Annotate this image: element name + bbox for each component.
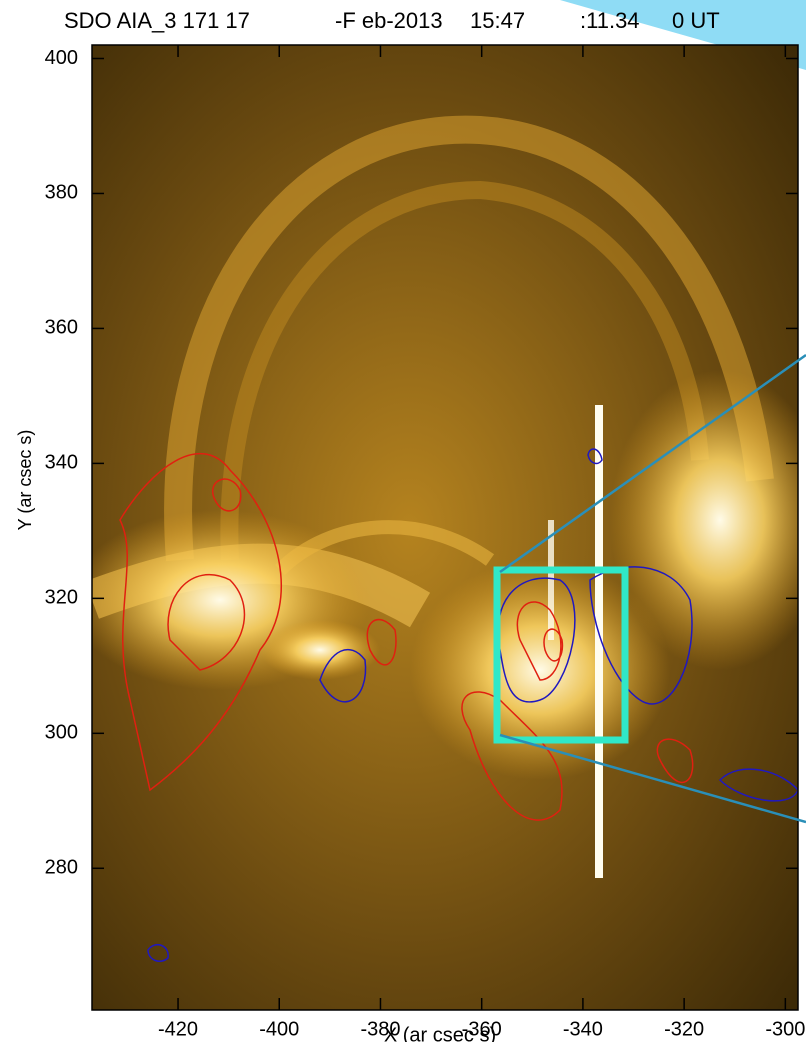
solar-image bbox=[70, 45, 806, 1010]
y-tick-label: 400 bbox=[45, 47, 78, 69]
x-tick-label: -320 bbox=[664, 1018, 704, 1040]
chart: Y (ar csec s) X (ar csec s) SDO AIA_3 17… bbox=[0, 0, 806, 1042]
x-tick-label: -420 bbox=[158, 1018, 198, 1040]
y-tick-label: 320 bbox=[45, 587, 78, 609]
x-tick-label: -400 bbox=[259, 1018, 299, 1040]
y-tick-label: 340 bbox=[45, 452, 78, 474]
title-part: 15:47 bbox=[470, 8, 525, 33]
x-tick-label: -380 bbox=[360, 1018, 400, 1040]
title-part: 0 UT bbox=[672, 8, 720, 33]
y-tick-label: 300 bbox=[45, 722, 78, 744]
x-tick-label: -300 bbox=[765, 1018, 805, 1040]
title-part: :11.34 bbox=[580, 8, 640, 33]
y-axis-label: Y (ar csec s) bbox=[15, 430, 35, 531]
y-tick-label: 380 bbox=[45, 182, 78, 204]
title-part: -F eb-2013 bbox=[335, 8, 443, 33]
page: Y (ar csec s) X (ar csec s) SDO AIA_3 17… bbox=[0, 0, 806, 1042]
x-tick-label: -360 bbox=[462, 1018, 502, 1040]
x-tick-label: -340 bbox=[563, 1018, 603, 1040]
title-part: SDO AIA_3 171 17 bbox=[64, 8, 250, 33]
y-tick-label: 280 bbox=[45, 857, 78, 879]
y-tick-label: 360 bbox=[45, 317, 78, 339]
